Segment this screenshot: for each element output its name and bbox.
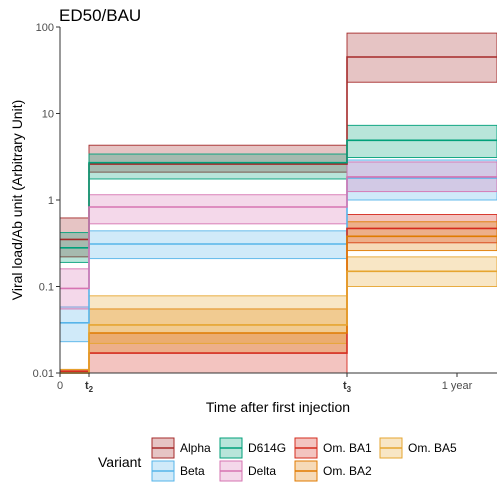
- x-tick-label-1: t2: [85, 380, 94, 394]
- legend-label-3: Delta: [248, 464, 276, 478]
- band-6-1: [88, 295, 348, 344]
- y-tick-label-4: 100: [36, 22, 54, 34]
- y-ticks: 0.01 0.1 1 10 100: [33, 22, 60, 380]
- plot-steps: [60, 56, 497, 374]
- legend-label-5: Om. BA2: [323, 464, 372, 478]
- y-tick-label-0: 0.01: [33, 368, 54, 380]
- y-tick-label-1: 0.1: [39, 282, 54, 294]
- x-tick-label-3: 1 year: [442, 380, 473, 392]
- band-5-1: [88, 308, 348, 354]
- legend-label-0: Alpha: [180, 441, 211, 455]
- band-2-1: [88, 153, 348, 180]
- band-3-1: [88, 194, 348, 225]
- band-0-1: [88, 144, 348, 173]
- plot-bands: [59, 32, 497, 374]
- series-line-0: [60, 56, 497, 241]
- chart-title: ED50/BAU: [59, 6, 141, 25]
- x-ticks: 0 t2 t3 1 year: [57, 373, 473, 394]
- series-line-4: [60, 227, 497, 372]
- x-tick-label-2: t3: [343, 380, 352, 394]
- legend: Variant Alpha Beta D614G Delta Om. BA1 Om. BA…: [98, 437, 457, 482]
- legend-items: Alpha Beta D614G Delta Om. BA1 Om. BA2 Om. BA5: [151, 437, 457, 482]
- series-line-1: [60, 177, 497, 324]
- y-tick-label-2: 1: [48, 195, 54, 207]
- band-1-0: [59, 306, 90, 343]
- series-line-2: [60, 139, 497, 249]
- band-2-2: [346, 124, 497, 158]
- legend-label-4: Om. BA1: [323, 441, 372, 455]
- x-tick-label-0: 0: [57, 380, 63, 392]
- y-tick-label-3: 10: [42, 109, 54, 121]
- x-axis-title: Time after first injection: [206, 399, 350, 415]
- legend-label-6: Om. BA5: [408, 441, 457, 455]
- legend-label-1: Beta: [180, 464, 205, 478]
- series-line-3: [60, 176, 497, 290]
- y-axis-title: Viral load/Ab unit (Arbitrary Unit): [9, 100, 25, 300]
- legend-title: Variant: [98, 454, 141, 470]
- legend-label-2: D614G: [248, 441, 286, 455]
